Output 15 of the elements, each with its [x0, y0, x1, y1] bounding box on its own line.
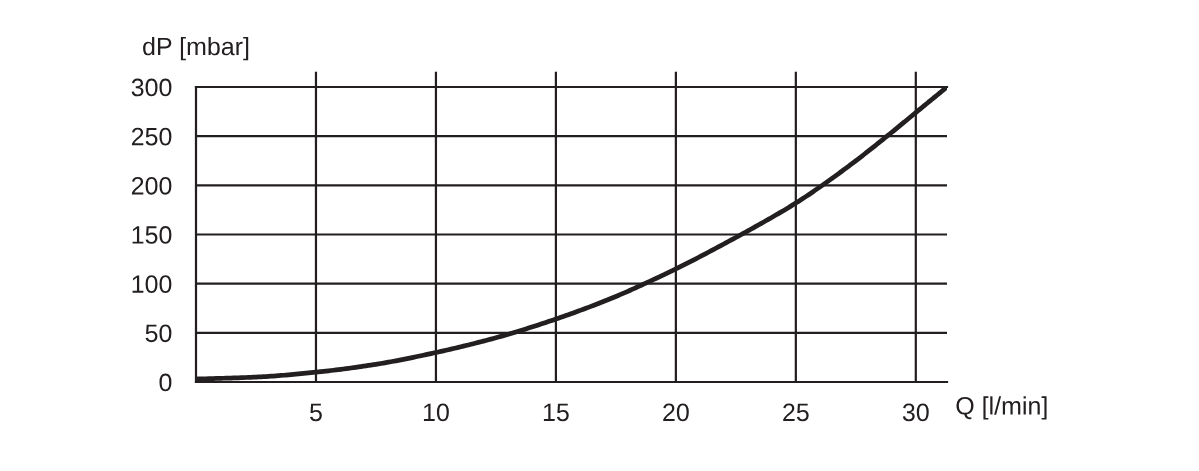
x-tick-label: 10 [423, 403, 449, 422]
y-tick-label: 0 [159, 373, 172, 392]
y-tick-label: 250 [131, 127, 172, 146]
x-axis-title: Q [l/min] [956, 396, 1047, 420]
y-tick-label: 100 [132, 275, 172, 293]
y-tick-label: 150 [132, 226, 172, 244]
x-tick-label: 15 [543, 403, 569, 422]
y-tick-label: 200 [131, 176, 172, 195]
x-tick-label: 25 [783, 403, 809, 422]
y-tick-label: 300 [131, 78, 172, 97]
x-tick-label: 5 [310, 403, 322, 422]
x-tick-label: 20 [663, 403, 689, 422]
y-tick-label: 50 [145, 324, 172, 343]
y-axis-title: dP [mbar] [143, 37, 249, 61]
x-tick-label: 30 [902, 403, 929, 422]
